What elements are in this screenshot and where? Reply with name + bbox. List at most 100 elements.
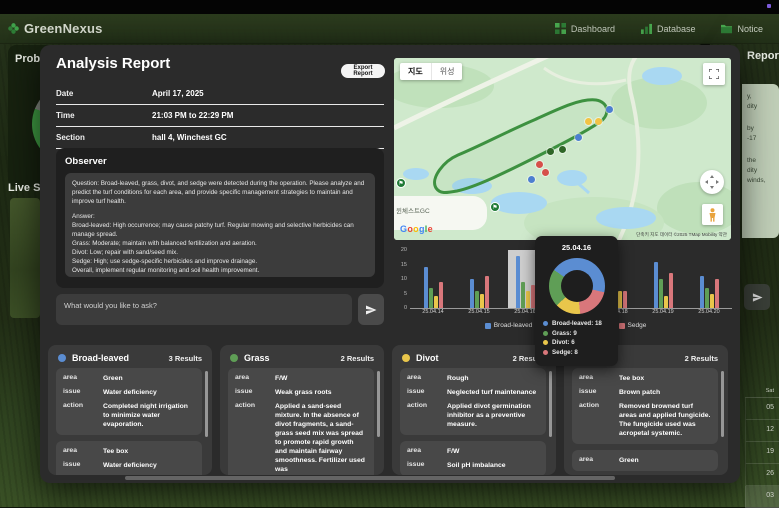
calendar-cell[interactable]: 03 — [745, 486, 779, 508]
calendar-cell[interactable]: 05 — [745, 398, 779, 420]
bar-sedge[interactable] — [438, 281, 443, 308]
result-entry: area Green — [572, 450, 718, 471]
report-panel-title: Report — [747, 50, 779, 62]
legend-item[interactable]: Sedge — [618, 322, 646, 329]
bar-divot[interactable] — [663, 296, 668, 308]
report-fragment-gap — [747, 112, 779, 124]
tooltip-legend-label: Grass: 9 — [552, 329, 577, 337]
bar-divot[interactable] — [479, 293, 484, 308]
report-fragment-gap — [747, 144, 779, 156]
calendar-cell[interactable]: 26 — [745, 464, 779, 486]
bar-broad-leaved[interactable] — [469, 279, 474, 308]
bar-grass[interactable] — [520, 281, 525, 308]
card-results-count: 2 Results — [340, 353, 374, 363]
entry-row: action Applied a sand-seed mixture. In th… — [235, 402, 367, 474]
google-logo[interactable]: Google — [400, 224, 433, 234]
live-stream-thumbnail[interactable] — [10, 198, 40, 318]
entry-value: Water deficiency — [103, 462, 157, 469]
x-axis-label: 25.04.14 — [422, 309, 444, 315]
bars — [502, 250, 548, 308]
detection-dot — [559, 146, 566, 153]
map-pan-control[interactable] — [700, 170, 724, 194]
tooltip-legend-dot — [543, 340, 548, 345]
bar-divot[interactable] — [433, 296, 438, 308]
bar-sedge[interactable] — [530, 284, 535, 308]
card-body: area Tee box issue Brown patch action Removed… — [564, 368, 728, 471]
bar-broad-leaved[interactable] — [653, 261, 658, 308]
map-fullscreen-button[interactable] — [703, 63, 725, 85]
card-header: Broad-leaved 3 Results — [48, 345, 212, 368]
nav-dashboard-label: Dashboard — [570, 23, 615, 34]
course-poi-marker[interactable]: ⚑ — [490, 202, 500, 212]
brand[interactable]: GreenNexus — [8, 21, 103, 36]
top-navigation-bar: GreenNexus Dashboard Database Notice — [0, 14, 779, 44]
live-stream-title: Live S — [8, 182, 41, 194]
detection-dot — [542, 169, 549, 176]
tooltip-legend-item: Grass: 9 — [543, 330, 610, 337]
background-send-button[interactable] — [744, 284, 770, 310]
bars — [594, 250, 640, 308]
bar-divot[interactable] — [525, 290, 530, 308]
y-axis-tick: 0 — [403, 305, 407, 311]
observer-text-box: Question: Broad-leaved, grass, divot, an… — [65, 173, 375, 277]
bar-chart-icon — [640, 23, 652, 34]
nav-database[interactable]: Database — [640, 23, 696, 34]
map-button[interactable]: 지도 — [408, 67, 423, 76]
bar-grass[interactable] — [704, 287, 709, 308]
main-nav: Dashboard Database Notice — [554, 23, 763, 34]
entry-value: Tee box — [103, 448, 129, 455]
card-header: Grass 2 Results — [220, 345, 384, 368]
bars — [686, 250, 732, 308]
bar-sedge[interactable] — [714, 279, 719, 308]
entry-row: action Completed night irrigation to mini… — [63, 402, 195, 429]
ask-input[interactable] — [56, 294, 352, 325]
street-view-pegman[interactable] — [702, 204, 723, 225]
nav-database-label: Database — [656, 23, 696, 34]
bar-broad-leaved[interactable] — [699, 276, 704, 308]
map-attribution[interactable]: 단축키 지도 데이터 ©2025 TMap Mobility 약관 — [636, 232, 727, 237]
bar-grass[interactable] — [474, 290, 479, 308]
bar-grass[interactable] — [428, 287, 433, 308]
info-label: Section — [56, 133, 85, 142]
nav-notice[interactable]: Notice — [721, 23, 763, 34]
bar-broad-leaved[interactable] — [423, 267, 428, 308]
result-entry: area Rough issue Neglected turf maintenance… — [400, 368, 546, 435]
nav-notice-label: Notice — [737, 23, 763, 34]
x-axis-label: 25.04.16 — [514, 309, 536, 315]
entry-value: Neglected turf maintenance — [447, 389, 537, 396]
observer-answer-line: Sedge: High; use sedge-specific herbicid… — [72, 258, 258, 265]
bar-grass[interactable] — [658, 279, 663, 308]
bar-group: 25.04.14 — [410, 250, 456, 315]
pegman-icon — [709, 207, 716, 222]
info-label: Time — [56, 111, 75, 120]
course-poi-marker[interactable]: ⚑ — [396, 178, 406, 188]
bar-broad-leaved[interactable] — [515, 255, 520, 308]
y-axis-tick: 20 — [400, 247, 407, 253]
detection-dot — [547, 148, 554, 155]
satellite-button[interactable]: 위성 — [430, 63, 463, 80]
detection-dot — [536, 161, 543, 168]
card-scrollbar[interactable] — [205, 371, 208, 437]
legend-item[interactable]: Broad-leaved — [484, 322, 533, 329]
bar-divot[interactable] — [617, 290, 622, 308]
calendar-cell[interactable]: 12 — [745, 420, 779, 442]
bar-divot[interactable] — [709, 293, 714, 308]
legend-label: Broad-leaved — [493, 322, 533, 329]
course-map[interactable]: 지도 위성 ⚑ ⚑ 윈체스트GC Google 단축키 지도 데이터 ©2025… — [394, 58, 731, 240]
ask-send-button[interactable] — [358, 294, 384, 325]
export-report-button[interactable]: Export Report — [341, 64, 385, 78]
bar-group: 25.04.20 — [686, 250, 732, 315]
chart-tooltip: 25.04.16 Broad-leaved: 18 Grass: 9 Divot: … — [535, 236, 618, 366]
card-scrollbar[interactable] — [549, 371, 552, 437]
entry-label: area — [235, 374, 249, 381]
calendar-cell[interactable]: 19 — [745, 442, 779, 464]
card-scrollbar[interactable] — [721, 371, 724, 437]
entry-row: issue Brown patch — [579, 388, 711, 397]
bar-sedge[interactable] — [622, 290, 627, 308]
nav-dashboard[interactable]: Dashboard — [554, 23, 615, 34]
bar-sedge[interactable] — [668, 273, 673, 308]
bar-sedge[interactable] — [484, 276, 489, 308]
card-scrollbar[interactable] — [377, 371, 380, 437]
result-card-grass: Grass 2 Results area F/W issue Weak grass roo… — [220, 345, 384, 475]
horizontal-scrollbar[interactable] — [125, 476, 615, 480]
